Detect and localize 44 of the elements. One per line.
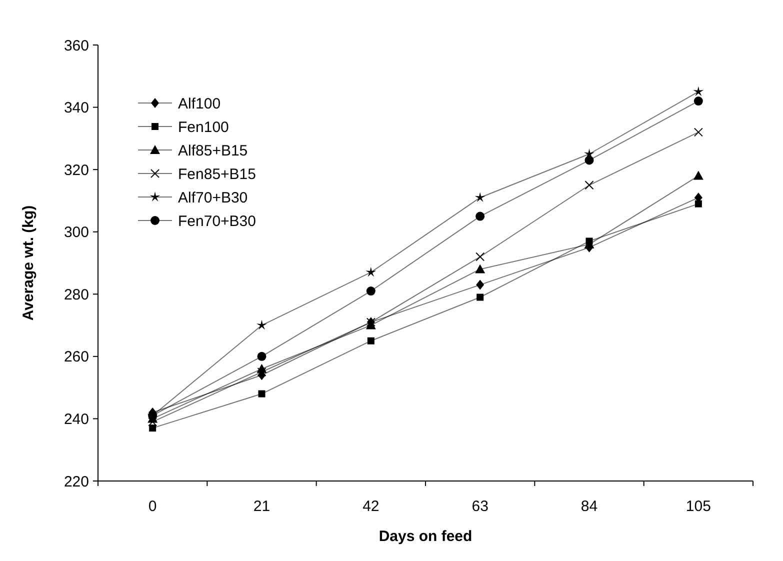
- point: [476, 280, 484, 290]
- point: [584, 156, 594, 165]
- y-tick-label: 220: [64, 473, 89, 490]
- point: [694, 200, 702, 208]
- point: [693, 86, 704, 96]
- point: [693, 170, 704, 180]
- y-tick-label: 280: [64, 286, 89, 304]
- legend-label: Fen100: [178, 118, 229, 136]
- point: [694, 128, 703, 137]
- y-tick-label: 260: [64, 348, 89, 366]
- legend-label: Alf100: [178, 95, 221, 112]
- legend-label: Alf85+B15: [178, 142, 248, 160]
- point: [257, 352, 266, 361]
- y-tick-label: 320: [64, 162, 89, 179]
- y-tick-label: 240: [64, 410, 89, 428]
- point: [476, 212, 485, 221]
- legend-label: Fen85+B15: [178, 166, 256, 183]
- legend-label: Fen70+B30: [178, 212, 256, 230]
- point: [148, 417, 158, 426]
- point: [366, 286, 376, 296]
- x-tick-label: 21: [253, 498, 270, 515]
- point: [475, 264, 486, 274]
- point: [476, 294, 484, 301]
- y-axis-title: Average wt. (kg): [20, 205, 37, 321]
- point: [476, 252, 485, 262]
- point: [258, 390, 266, 398]
- x-tick-label: 84: [580, 498, 598, 515]
- legend-label: Alf70+B30: [178, 189, 248, 206]
- y-tick-label: 340: [64, 100, 89, 117]
- y-tick-label: 360: [64, 37, 89, 54]
- point: [149, 424, 156, 432]
- point: [584, 180, 594, 190]
- x-axis-title: Days on feed: [378, 528, 472, 545]
- y-tick-label: 300: [64, 224, 89, 242]
- point: [474, 192, 486, 202]
- point: [366, 266, 376, 277]
- x-tick-label: 0: [148, 498, 157, 515]
- x-tick-label: 42: [362, 498, 380, 515]
- x-tick-label: 105: [686, 498, 711, 515]
- x-tick-label: 63: [472, 498, 488, 515]
- point: [257, 368, 266, 376]
- point: [694, 96, 703, 106]
- point: [256, 320, 267, 330]
- point: [367, 337, 374, 344]
